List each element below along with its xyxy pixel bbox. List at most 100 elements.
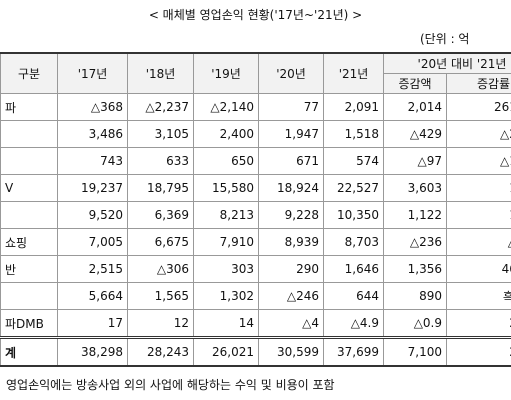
cell: 22,527 xyxy=(323,174,384,202)
sub-header-row: 증감액 증감률 xyxy=(1,73,511,94)
row-label: 파 xyxy=(0,93,58,121)
cell: 28,243 xyxy=(127,336,194,367)
row-label: 파DMB xyxy=(0,309,58,338)
cell: 18,795 xyxy=(127,174,194,202)
row-label xyxy=(0,120,58,148)
table: 구분 '17년 '18년 '19년 '20년 '21년 '20년 대비 '21년 증감액 증감률… xyxy=(0,52,511,367)
cell: 9,520 xyxy=(57,201,128,229)
cell: 30,599 xyxy=(258,336,324,367)
cell: 574 xyxy=(323,147,384,175)
row-label xyxy=(0,201,58,229)
cell: △0.9 xyxy=(383,309,447,338)
cell: 2,091 xyxy=(323,93,384,121)
cell: 303 xyxy=(193,255,259,283)
row-label xyxy=(0,282,58,310)
header-cell: '20년 xyxy=(258,52,324,94)
cell: 1,565 xyxy=(127,282,194,310)
cell: 2616.0 xyxy=(446,93,511,121)
group-header: '20년 대비 '21년 xyxy=(383,52,511,74)
cell: 8,703 xyxy=(323,228,384,256)
cell: 19.0 xyxy=(446,174,511,202)
cell: 2,014 xyxy=(383,93,447,121)
cell: 8,213 xyxy=(193,201,259,229)
cell: 26,021 xyxy=(193,336,259,367)
header-cell: '18년 xyxy=(127,52,194,94)
row-label: V xyxy=(0,174,58,202)
cell: △246 xyxy=(258,282,324,310)
cell: 6,369 xyxy=(127,201,194,229)
cell: 7,005 xyxy=(57,228,128,256)
cell: 633 xyxy=(127,147,194,175)
cell: 890 xyxy=(383,282,447,310)
header-cell: 구분 xyxy=(0,52,58,94)
cell: 1,947 xyxy=(258,120,324,148)
cell: 7,100 xyxy=(383,336,447,367)
cell: 15,580 xyxy=(193,174,259,202)
cell: △4 xyxy=(258,309,324,338)
title: < 매체별 영업손익 현황('17년~'21년) > xyxy=(148,8,363,22)
cell: △14.4 xyxy=(446,147,511,175)
cell: 2,400 xyxy=(193,120,259,148)
cell: 12.3 xyxy=(446,201,511,229)
cell: 23.2 xyxy=(446,336,511,367)
cell: 77 xyxy=(258,93,324,121)
cell: 5,664 xyxy=(57,282,128,310)
cell: 19,237 xyxy=(57,174,128,202)
cell: 18,924 xyxy=(258,174,324,202)
sub-header-cell: 증감액 xyxy=(383,73,447,94)
cell: △2.6 xyxy=(446,228,511,256)
cell: 1,302 xyxy=(193,282,259,310)
cell: 1,356 xyxy=(383,255,447,283)
cell: 37,699 xyxy=(323,336,384,367)
cell: 1,518 xyxy=(323,120,384,148)
cell: 743 xyxy=(57,147,128,175)
sub-header-cell: 증감률 xyxy=(446,73,511,94)
cell: △429 xyxy=(383,120,447,148)
cell: 290 xyxy=(258,255,324,283)
cell: 6,675 xyxy=(127,228,194,256)
table-grid: 구분 '17년 '18년 '19년 '20년 '21년 '20년 대비 '21년 증감액 증감률… xyxy=(0,52,511,367)
cell: 671 xyxy=(258,147,324,175)
cell: 1,122 xyxy=(383,201,447,229)
header-cell: '17년 xyxy=(57,52,128,94)
cell: 8,939 xyxy=(258,228,324,256)
row-label: 계 xyxy=(0,336,58,367)
cell: 9,228 xyxy=(258,201,324,229)
cell: △306 xyxy=(127,255,194,283)
cell: △4.9 xyxy=(323,309,384,338)
cell: 10,350 xyxy=(323,201,384,229)
cell: △22.0 xyxy=(446,120,511,148)
row-label: 반 xyxy=(0,255,58,283)
row-label: 쇼핑 xyxy=(0,228,58,256)
cell: 2,515 xyxy=(57,255,128,283)
cell: 3,486 xyxy=(57,120,128,148)
cell: 650 xyxy=(193,147,259,175)
header-cell: '21년 xyxy=(323,52,384,94)
cell: 3,105 xyxy=(127,120,194,148)
cell: 1,646 xyxy=(323,255,384,283)
cell: 38,298 xyxy=(57,336,128,367)
cell: △368 xyxy=(57,93,128,121)
cell: 22.5 xyxy=(446,309,511,338)
cell: 흑자전 xyxy=(446,282,511,310)
cell: 12 xyxy=(127,309,194,338)
cell: △236 xyxy=(383,228,447,256)
unit: (단위 : 억 xyxy=(420,32,470,46)
cell: 7,910 xyxy=(193,228,259,256)
cell: 644 xyxy=(323,282,384,310)
cell: △97 xyxy=(383,147,447,175)
header-cell: '19년 xyxy=(193,52,259,94)
cell: 467.7 xyxy=(446,255,511,283)
row-label xyxy=(0,147,58,175)
